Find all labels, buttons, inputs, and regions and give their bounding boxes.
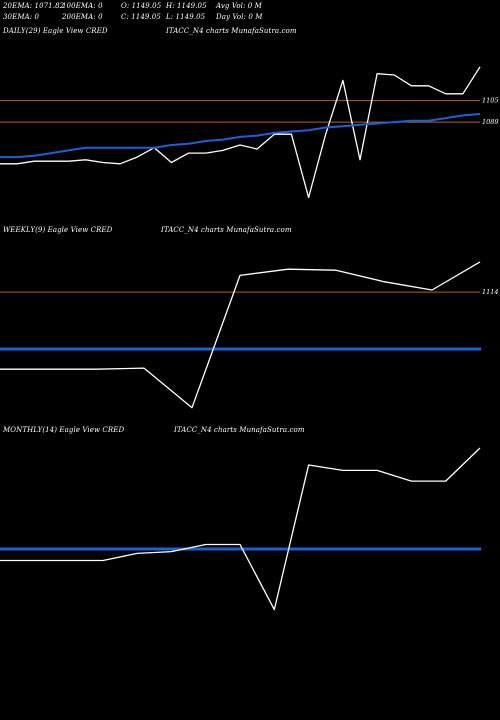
header-row2-col1: 30EMA: 0 xyxy=(3,13,40,21)
weekly-panel: 1114 xyxy=(0,261,499,409)
header-row1-col5: Avg Vol: 0 M xyxy=(216,2,262,10)
level-label: 1089 xyxy=(482,118,499,126)
monthly-panel xyxy=(0,447,481,611)
price-line xyxy=(0,447,481,611)
level-label: 1114 xyxy=(482,288,499,296)
daily-panel-label: DAILY(29) Eagle View CRED xyxy=(3,27,108,35)
monthly-panel-source: ITACC_N4 charts MunafaSutra.com xyxy=(174,426,305,434)
header-row1-col2: 100EMA: 0 xyxy=(62,2,103,10)
ema-line xyxy=(0,113,481,159)
header-row1-col3: O: 1149.05 xyxy=(121,2,162,10)
header-row2-col3: C: 1149.05 xyxy=(121,13,161,21)
price-line xyxy=(0,261,481,409)
header-row1-col4: H: 1149.05 xyxy=(166,2,207,10)
header-row2-col4: L: 1149.05 xyxy=(166,13,206,21)
daily-panel-source: ITACC_N4 charts MunafaSutra.com xyxy=(166,27,297,35)
price-line xyxy=(0,66,481,199)
header-row2-col2: 200EMA: 0 xyxy=(62,13,103,21)
header-row1-col1: 20EMA: 1071.82 xyxy=(3,2,65,10)
header-row2-col5: Day Vol: 0 M xyxy=(216,13,263,21)
weekly-panel-label: WEEKLY(9) Eagle View CRED xyxy=(3,226,113,234)
level-label: 1105 xyxy=(482,97,499,105)
monthly-panel-label: MONTHLY(14) Eagle View CRED xyxy=(3,426,125,434)
weekly-panel-source: ITACC_N4 charts MunafaSutra.com xyxy=(161,226,292,234)
daily-panel: 1105 1089 xyxy=(0,66,499,199)
